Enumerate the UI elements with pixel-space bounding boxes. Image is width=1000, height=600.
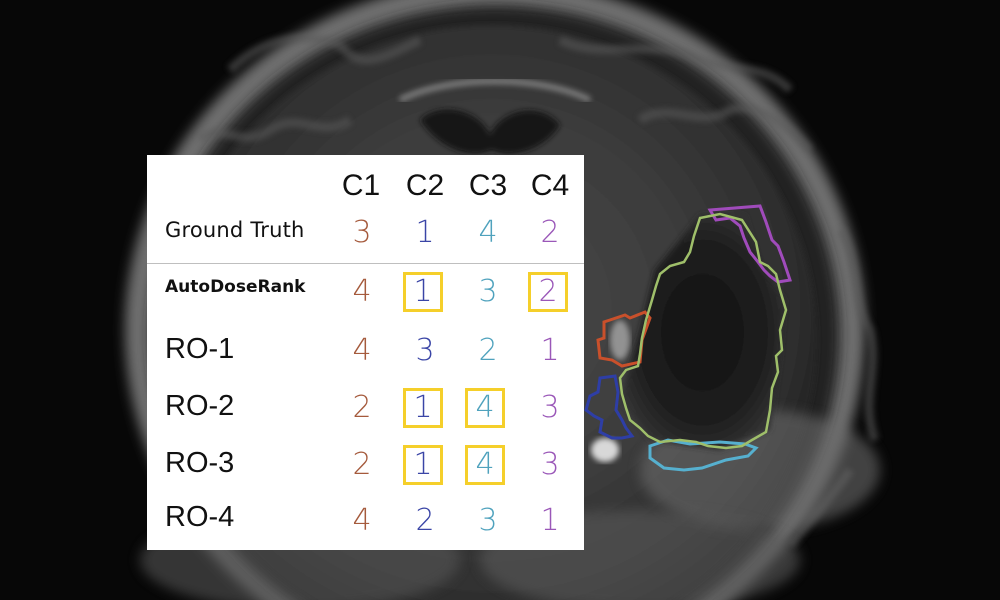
row-label-ro-2: RO-2 (165, 390, 235, 422)
rank-cell: 4 (352, 333, 372, 368)
contour-c4-outline (707, 204, 792, 284)
rank-cell: 2 (478, 333, 498, 368)
rank-cell-highlighted: 4 (465, 445, 505, 485)
rank-cell: 4 (352, 274, 372, 309)
rank-cell-highlighted: 4 (465, 388, 505, 428)
col-header-c2: C2 (405, 169, 445, 202)
contour-c3-outline (648, 438, 759, 472)
col-header-c4: C4 (530, 169, 570, 202)
ranking-table: C1 C2 C3 C4 Ground Truth 3 1 4 2 AutoDos… (147, 155, 584, 550)
table-divider (147, 263, 584, 264)
rank-cell: 3 (540, 447, 560, 482)
row-label-ground-truth: Ground Truth (165, 218, 305, 242)
rank-cell: 1 (540, 503, 560, 538)
row-label-ro-1: RO-1 (165, 333, 235, 365)
rank-cell: 2 (540, 215, 560, 250)
rank-cell: 2 (415, 503, 435, 538)
rank-cell: 3 (478, 274, 498, 309)
contour-c1-outline (596, 310, 652, 368)
row-label-autodoserank: AutoDoseRank (165, 277, 306, 297)
tumor-outline (618, 212, 788, 450)
rank-cell: 3 (415, 333, 435, 368)
rank-cell: 1 (540, 333, 560, 368)
row-label-ro-3: RO-3 (165, 447, 235, 479)
rank-cell-highlighted: 1 (403, 388, 443, 428)
rank-cell: 2 (352, 447, 372, 482)
rank-cell: 3 (478, 503, 498, 538)
rank-cell-highlighted: 2 (528, 272, 568, 312)
rank-cell-highlighted: 1 (403, 272, 443, 312)
rank-cell: 4 (478, 215, 498, 250)
rank-cell: 4 (352, 503, 372, 538)
col-header-c1: C1 (341, 169, 381, 202)
rank-cell: 3 (352, 215, 372, 250)
row-label-ro-4: RO-4 (165, 501, 235, 533)
rank-cell: 1 (415, 215, 435, 250)
rank-cell: 2 (352, 390, 372, 425)
rank-cell-highlighted: 1 (403, 445, 443, 485)
contour-c2-outline (584, 374, 635, 440)
rank-cell: 3 (540, 390, 560, 425)
col-header-c3: C3 (468, 169, 508, 202)
